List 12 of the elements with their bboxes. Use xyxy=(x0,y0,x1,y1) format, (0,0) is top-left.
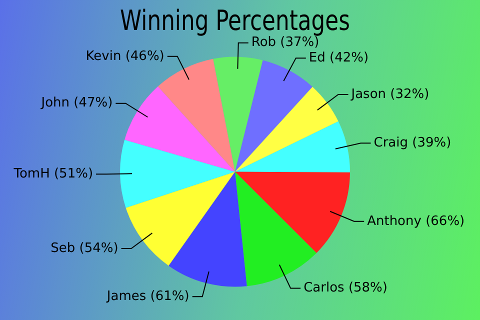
slice-label: Craig (39%) xyxy=(374,135,452,150)
slice-label: TomH (51%) xyxy=(12,166,94,182)
slice-label: Kevin (46%) xyxy=(86,48,164,64)
slice-label: Rob (37%) xyxy=(251,35,320,50)
slice-label: John (47%) xyxy=(40,96,113,111)
slice-label: Carlos (58%) xyxy=(304,280,388,296)
slice-label: Jason (32%) xyxy=(350,86,430,102)
chart-title: Winning Percentages xyxy=(120,4,350,37)
slice-label: Seb (54%) xyxy=(50,240,118,256)
slice-label: James (61%) xyxy=(106,288,190,304)
slice-label: Anthony (66%) xyxy=(367,214,465,229)
slice-label: Ed (42%) xyxy=(308,50,369,66)
